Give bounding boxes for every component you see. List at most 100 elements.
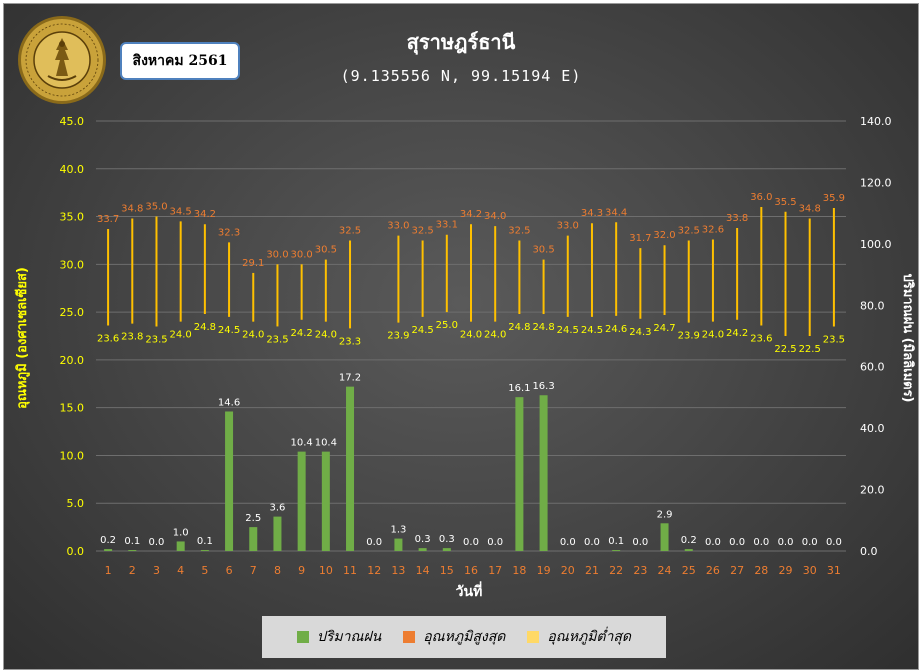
y-axis-left-label: อุณหภูมิ (องศาเซลเซียส) <box>14 267 30 409</box>
rain-bar <box>394 538 403 551</box>
legend-swatch-max-temp <box>403 631 416 643</box>
rain-bar <box>273 516 282 551</box>
x-tick-label: 20 <box>561 564 575 577</box>
max-temp-label: 33.0 <box>557 221 579 232</box>
min-temp-label: 24.0 <box>315 330 337 341</box>
max-temp-label: 34.8 <box>121 203 143 214</box>
min-temp-label: 24.0 <box>242 330 264 341</box>
y-left-tick-label: 30.0 <box>60 258 85 271</box>
min-temp-label: 23.3 <box>339 336 361 347</box>
min-temp-label: 24.0 <box>460 330 482 341</box>
rain-value-label: 14.6 <box>218 397 240 408</box>
legend-item-rain: ปริมาณฝน <box>296 626 382 648</box>
x-tick-label: 7 <box>250 564 257 577</box>
max-temp-label: 32.5 <box>411 225 433 236</box>
chart-legend: ปริมาณฝน อุณหภูมิสูงสุด อุณหภูมิต่ำสุด <box>262 616 666 658</box>
min-temp-label: 22.5 <box>799 344 821 355</box>
max-temp-label: 35.9 <box>823 193 845 204</box>
x-tick-label: 11 <box>343 564 357 577</box>
rain-value-label: 3.6 <box>269 503 285 514</box>
x-tick-label: 8 <box>274 564 281 577</box>
rain-bar <box>176 541 185 551</box>
legend-label-rain: ปริมาณฝน <box>316 629 382 645</box>
min-temp-label: 23.8 <box>121 332 143 343</box>
min-temp-label: 24.7 <box>653 323 675 334</box>
x-tick-label: 17 <box>488 564 502 577</box>
max-temp-label: 35.0 <box>145 202 167 213</box>
rain-value-label: 0.0 <box>487 537 503 548</box>
x-tick-label: 28 <box>754 564 768 577</box>
x-tick-label: 18 <box>512 564 526 577</box>
legend-swatch-min-temp <box>527 631 540 643</box>
x-tick-label: 5 <box>201 564 208 577</box>
x-tick-label: 1 <box>105 564 112 577</box>
x-tick-label: 21 <box>585 564 599 577</box>
rain-value-label: 0.2 <box>681 535 697 546</box>
rain-value-label: 10.4 <box>315 438 337 449</box>
x-tick-label: 3 <box>153 564 160 577</box>
max-temp-label: 34.0 <box>484 211 506 222</box>
rain-bar <box>297 451 306 551</box>
max-temp-label: 32.0 <box>653 230 675 241</box>
rain-value-label: 2.9 <box>657 509 673 520</box>
y-left-tick-label: 20.0 <box>60 354 85 367</box>
rain-bar <box>104 549 113 551</box>
x-tick-label: 10 <box>319 564 333 577</box>
legend-label-max-temp: อุณหภูมิสูงสุด <box>423 629 506 645</box>
min-temp-label: 24.8 <box>532 322 554 333</box>
rain-value-label: 0.0 <box>584 537 600 548</box>
rain-bar <box>418 548 427 551</box>
rain-bar <box>684 549 693 551</box>
max-temp-label: 34.8 <box>799 203 821 214</box>
x-tick-label: 27 <box>730 564 744 577</box>
month-label: สิงหาคม 2561 <box>120 42 240 80</box>
rain-value-label: 0.3 <box>439 534 455 545</box>
rain-value-label: 0.2 <box>100 535 116 546</box>
rain-value-label: 2.5 <box>245 513 261 524</box>
x-tick-label: 19 <box>537 564 551 577</box>
min-temp-label: 25.0 <box>436 320 458 331</box>
rain-value-label: 0.0 <box>705 537 721 548</box>
legend-item-min-temp: อุณหภูมิต่ำสุด <box>527 626 631 648</box>
rain-value-label: 0.1 <box>608 536 624 547</box>
min-temp-label: 24.0 <box>484 330 506 341</box>
max-temp-label: 34.5 <box>170 206 192 217</box>
y-left-tick-label: 25.0 <box>60 306 85 319</box>
max-temp-label: 30.5 <box>532 245 554 256</box>
rain-value-label: 10.4 <box>291 438 313 449</box>
x-tick-label: 26 <box>706 564 720 577</box>
rain-bar <box>515 397 524 551</box>
y-right-tick-label: 120.0 <box>860 176 892 189</box>
x-tick-label: 16 <box>464 564 478 577</box>
y-right-tick-label: 80.0 <box>860 299 885 312</box>
chart-plot: 0.05.010.015.020.025.030.035.040.045.00.… <box>14 115 915 600</box>
max-temp-label: 32.5 <box>678 225 700 236</box>
max-temp-label: 30.0 <box>291 249 313 260</box>
rain-bar <box>346 386 355 551</box>
rain-value-label: 0.0 <box>149 537 165 548</box>
rain-value-label: 0.1 <box>124 536 140 547</box>
y-left-tick-label: 15.0 <box>60 402 85 415</box>
max-temp-label: 34.4 <box>605 207 627 218</box>
x-tick-label: 24 <box>658 564 672 577</box>
rain-value-label: 1.3 <box>390 525 406 536</box>
rain-value-label: 0.0 <box>729 537 745 548</box>
y-left-tick-label: 10.0 <box>60 449 85 462</box>
rain-value-label: 0.0 <box>463 537 479 548</box>
max-temp-label: 33.0 <box>387 221 409 232</box>
min-temp-label: 23.9 <box>387 331 409 342</box>
y-right-tick-label: 40.0 <box>860 422 885 435</box>
meteorological-department-logo <box>18 16 106 104</box>
x-tick-label: 6 <box>226 564 233 577</box>
y-left-tick-label: 40.0 <box>60 163 85 176</box>
x-tick-label: 13 <box>391 564 405 577</box>
x-axis-label: วันที่ <box>456 581 483 600</box>
y-left-tick-label: 0.0 <box>67 545 85 558</box>
min-temp-label: 23.6 <box>750 333 772 344</box>
rain-value-label: 0.0 <box>560 537 576 548</box>
rain-bar <box>442 548 451 551</box>
rain-value-label: 16.1 <box>508 383 530 394</box>
min-temp-label: 24.8 <box>508 322 530 333</box>
max-temp-label: 29.1 <box>242 258 264 269</box>
max-temp-label: 30.0 <box>266 249 288 260</box>
